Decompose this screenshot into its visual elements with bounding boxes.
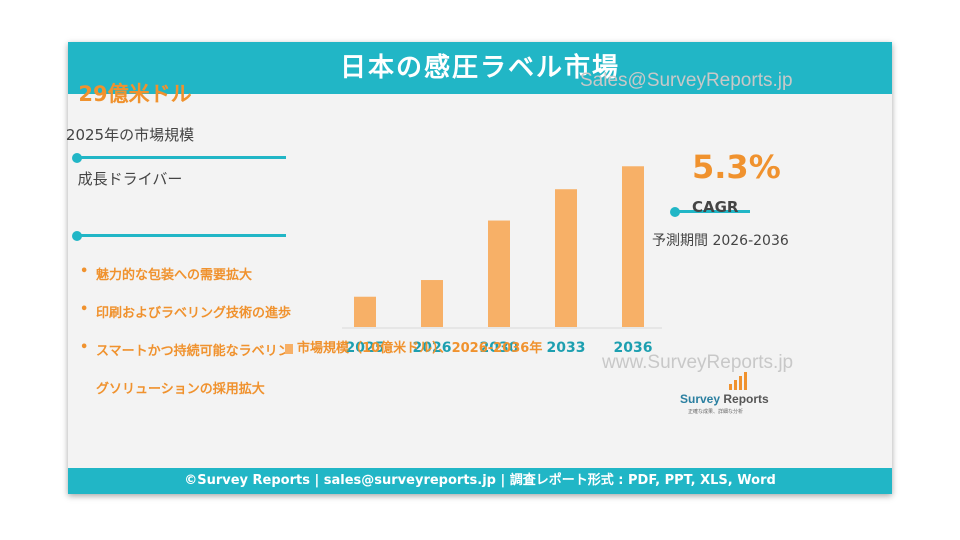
- bar-2025: [354, 296, 376, 327]
- page-title: 日本の感圧ラベル市場: [68, 42, 892, 94]
- logo-tagline: 正確な成果、詳細な分析: [688, 409, 744, 415]
- bullet-icon: •: [80, 340, 89, 355]
- watermark-email: Sales@SurveyReports.jp: [580, 70, 793, 91]
- driver-item: グソリューションの採用拡大: [96, 382, 265, 397]
- connector-line: [78, 234, 286, 237]
- infographic-card: 日本の感圧ラベル市場 ©Survey Reports | sales@surve…: [68, 42, 892, 494]
- cagr-value: 5.3%: [692, 148, 781, 186]
- forecast-period: 予測期間 2026-2036: [652, 233, 789, 249]
- connector-dot: [72, 231, 82, 241]
- x-tick-label: 2030: [480, 340, 519, 356]
- legend-swatch: [285, 343, 293, 354]
- x-tick-label: 2026: [413, 340, 452, 356]
- bullet-icon: •: [80, 302, 89, 317]
- bar-2030: [488, 220, 510, 327]
- cagr-label: CAGR: [692, 198, 739, 216]
- x-tick-label: 2025: [346, 340, 385, 356]
- connector-dot: [72, 153, 82, 163]
- legend-label: 市場規模（10億米ドル）、2026-2036年: [297, 341, 543, 356]
- chart-legend: 市場規模（10億米ドル）、2026-2036年: [285, 337, 542, 356]
- connector-line: [676, 210, 750, 213]
- drivers-title: 成長ドライバー: [77, 170, 183, 188]
- driver-item: スマートかつ持続可能なラベリン: [96, 344, 291, 359]
- connector-dot: [670, 207, 680, 217]
- watermark-website: www.SurveyReports.jp: [602, 352, 794, 373]
- logo-brand: Survey Reports: [680, 392, 769, 406]
- bar-2026: [421, 280, 443, 327]
- bar-2036: [622, 166, 644, 327]
- x-tick-label: 2033: [547, 340, 586, 356]
- driver-item: 印刷およびラベリング技術の進歩: [96, 306, 292, 321]
- x-tick-label: 2036: [614, 340, 653, 356]
- driver-item: 魅力的な包装への需要拡大: [96, 268, 253, 283]
- connector-line: [78, 156, 286, 159]
- logo-icon: [729, 372, 747, 390]
- market-value: 29億米ドル: [78, 82, 192, 106]
- footer-bar: ©Survey Reports | sales@surveyreports.jp…: [68, 468, 892, 494]
- bullet-icon: •: [80, 264, 89, 279]
- bar-2033: [555, 189, 577, 327]
- market-size-label: 2025年の市場規模: [65, 126, 195, 144]
